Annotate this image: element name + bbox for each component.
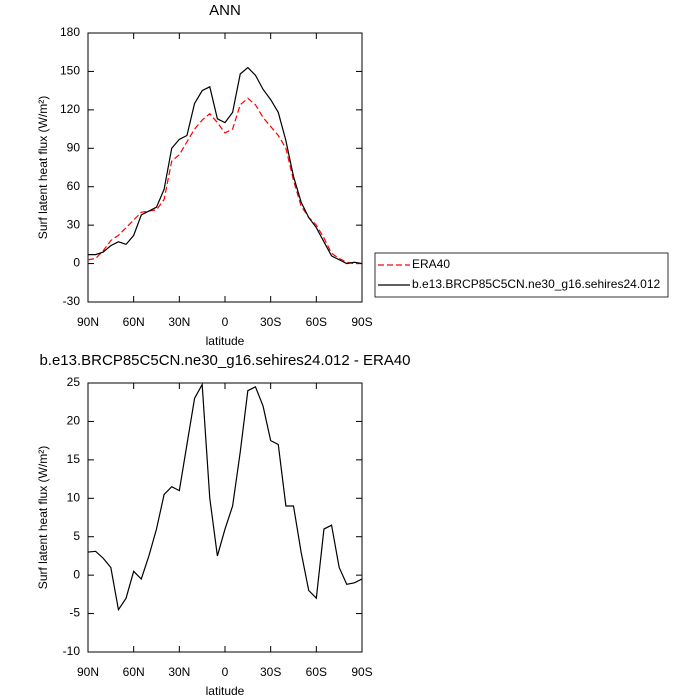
x-tick-label: 90N — [77, 315, 99, 329]
y-axis-label: Surf latent heat flux (W/m²) — [36, 446, 50, 589]
x-tick-label: 90N — [77, 665, 99, 679]
y-tick-label: 10 — [67, 490, 81, 504]
y-tick-label: 150 — [60, 64, 80, 78]
x-tick-label: 90S — [351, 315, 372, 329]
y-tick-label: -5 — [69, 606, 80, 620]
x-tick-label: 30N — [168, 315, 190, 329]
y-tick-label: 0 — [73, 567, 80, 581]
x-tick-label: 90S — [351, 665, 372, 679]
x-tick-label: 60N — [123, 315, 145, 329]
y-tick-label: 30 — [67, 217, 81, 231]
x-tick-label: 30S — [260, 665, 281, 679]
y-tick-label: 25 — [67, 375, 81, 389]
legend-box — [374, 252, 669, 298]
x-tick-label: 60S — [306, 315, 327, 329]
y-tick-label: -30 — [63, 294, 81, 308]
x-axis-label: latitude — [206, 334, 245, 348]
y-tick-label: 180 — [60, 25, 80, 39]
chart-title: ANN — [209, 2, 241, 19]
y-tick-label: -10 — [63, 644, 81, 658]
x-tick-label: 60N — [123, 665, 145, 679]
y-tick-label: 5 — [73, 529, 80, 543]
x-tick-label: 0 — [222, 315, 229, 329]
chart-title: b.e13.BRCP85C5CN.ne30_g16.sehires24.012 … — [39, 352, 410, 369]
x-tick-label: 60S — [306, 665, 327, 679]
y-tick-label: 120 — [60, 102, 80, 116]
legend-label: ERA40 — [412, 257, 450, 271]
y-tick-label: 15 — [67, 452, 81, 466]
x-tick-label: 0 — [222, 665, 229, 679]
y-tick-label: 20 — [67, 414, 81, 428]
y-axis-label: Surf latent heat flux (W/m²) — [36, 96, 50, 239]
legend-label: b.e13.BRCP85C5CN.ne30_g16.sehires24.012 — [412, 277, 660, 291]
data-line — [87, 97, 362, 265]
y-tick-label: 60 — [67, 179, 81, 193]
y-tick-label: 0 — [73, 256, 80, 270]
x-tick-label: 30S — [260, 315, 281, 329]
x-axis-label: latitude — [206, 684, 245, 698]
plot-frame — [87, 382, 363, 653]
x-tick-label: 30N — [168, 665, 190, 679]
data-line — [88, 66, 363, 265]
plot-frame — [87, 32, 363, 303]
data-line — [87, 382, 363, 612]
y-tick-label: 90 — [67, 140, 81, 154]
